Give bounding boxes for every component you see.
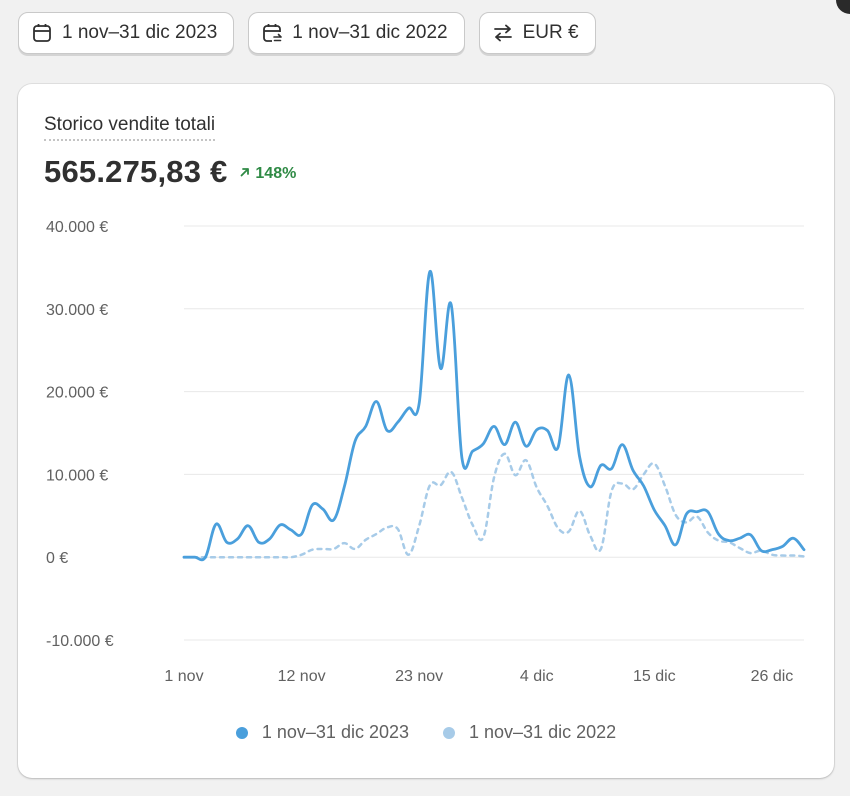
window-corner (836, 0, 850, 14)
legend-dot-current (235, 726, 248, 739)
filter-toolbar: 1 nov–31 dic 2023 1 nov–31 dic 2022 EUR … (18, 12, 596, 54)
y-tick-label: 40.000 € (46, 219, 108, 236)
delta-value: 148% (255, 165, 297, 182)
legend-item-previous[interactable]: 1 nov–31 dic 2022 (443, 722, 616, 743)
compare-range-label: 1 nov–31 dic 2022 (292, 22, 448, 43)
calendar-icon (31, 22, 53, 44)
currency-label: EUR € (522, 22, 579, 43)
currency-button[interactable]: EUR € (478, 12, 596, 54)
chart-grid (184, 225, 804, 641)
sales-history-card: Storico vendite totali 565.275,83 € 148%… (18, 84, 834, 778)
chart-series (182, 270, 806, 562)
date-range-button[interactable]: 1 nov–31 dic 2023 (18, 12, 235, 54)
y-tick-label: 20.000 € (46, 385, 108, 402)
x-tick-label: 1 nov (164, 668, 203, 685)
card-title[interactable]: Storico vendite totali (44, 114, 216, 141)
x-tick-label: 4 dic (520, 668, 554, 685)
legend-label-current: 1 nov–31 dic 2023 (261, 722, 409, 742)
date-range-label: 1 nov–31 dic 2023 (62, 22, 218, 43)
legend-item-current[interactable]: 1 nov–31 dic 2023 (235, 722, 409, 743)
sales-chart: 40.000 € 30.000 € 20.000 € 10.000 € 0 € -10.0… (46, 219, 806, 685)
total-sales-value: 565.275,83 € (44, 154, 228, 189)
y-tick-label: -10.000 € (46, 633, 114, 650)
y-tick-label: 0 € (46, 550, 68, 567)
total-row: 565.275,83 € 148% (44, 154, 296, 190)
x-axis-ticks: 1 nov 12 nov 23 nov 4 dic 15 dic 26 dic (164, 668, 793, 685)
currency-exchange-icon (492, 22, 514, 44)
series-line-current (182, 270, 806, 562)
delta-badge: 148% (239, 165, 296, 183)
y-tick-label: 30.000 € (46, 302, 108, 319)
y-tick-label: 10.000 € (46, 467, 108, 484)
series-line-previous (182, 452, 806, 559)
compare-range-button[interactable]: 1 nov–31 dic 2022 (248, 12, 465, 54)
legend-label-previous: 1 nov–31 dic 2022 (469, 722, 617, 742)
x-tick-label: 23 nov (395, 668, 443, 685)
calendar-compare-icon (261, 22, 283, 44)
x-tick-label: 15 dic (633, 668, 676, 685)
x-tick-label: 26 dic (751, 668, 794, 685)
chart-legend: 1 nov–31 dic 2023 1 nov–31 dic 2022 (18, 722, 834, 743)
arrow-up-right-icon (239, 165, 251, 183)
x-tick-label: 12 nov (278, 668, 326, 685)
y-axis-ticks: 40.000 € 30.000 € 20.000 € 10.000 € 0 € -10.0… (46, 219, 114, 650)
legend-dot-previous (443, 726, 455, 739)
